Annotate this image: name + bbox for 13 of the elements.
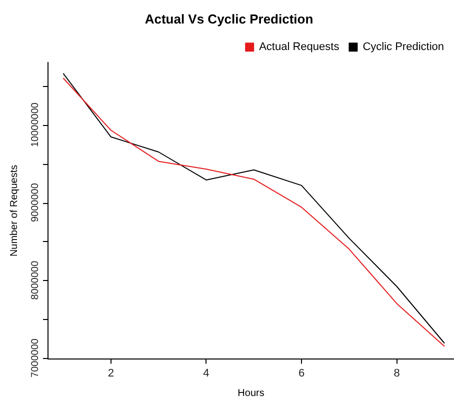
y-tick-label: 7000000 — [30, 338, 41, 378]
y-tick-label: 9000000 — [30, 182, 41, 222]
chart-title: Actual Vs Cyclic Prediction — [144, 11, 314, 26]
x-tick-label: 6 — [298, 367, 305, 380]
y-axis-title: Number of Requests — [8, 164, 20, 257]
y-tick-label: 8000000 — [30, 260, 41, 300]
x-axis-title: Hours — [238, 388, 264, 399]
y-tick-label: 10000000 — [30, 102, 41, 148]
legend-label: Cyclic Prediction — [362, 41, 444, 54]
x-tick-label: 2 — [108, 367, 114, 380]
legend-label: Actual Requests — [259, 41, 340, 54]
x-tick-label: 4 — [203, 367, 210, 380]
x-tick-label: 8 — [394, 367, 400, 380]
